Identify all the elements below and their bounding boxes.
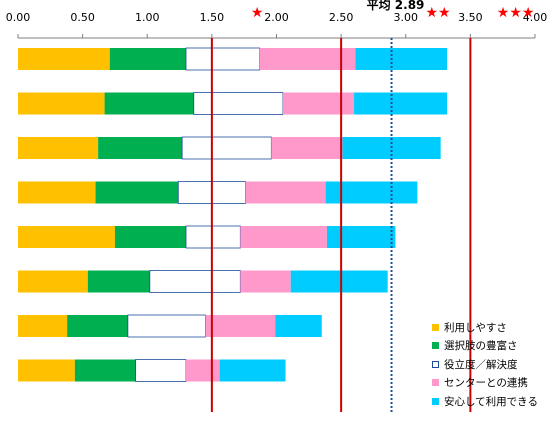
- legend-swatch: [432, 323, 439, 331]
- bar-segment: [326, 226, 396, 248]
- legend-swatch: [432, 342, 439, 350]
- bar-segment: [87, 270, 150, 293]
- x-tick-label: 1.50: [200, 11, 225, 24]
- bar-segment: [67, 315, 128, 337]
- bar-segment: [240, 226, 327, 248]
- legend-item: 選択肢の豊富さ: [432, 337, 550, 356]
- bar-segment: [271, 137, 343, 159]
- bar-segment: [109, 48, 187, 70]
- bar-segment: [18, 92, 105, 115]
- average-label: 平均 2.89: [367, 0, 425, 12]
- legend-swatch: [432, 379, 439, 387]
- bar-segment: [185, 225, 241, 249]
- x-tick-label: 3.50: [458, 11, 483, 24]
- legend-swatch: [432, 360, 439, 368]
- bar-segment: [74, 359, 136, 382]
- legend-swatch: [432, 397, 439, 405]
- bar-segment: [205, 315, 276, 337]
- x-tick-label: 2.00: [264, 11, 289, 24]
- x-tick-label: 2.50: [329, 11, 354, 24]
- bar-segment: [18, 270, 88, 293]
- bar-segment: [18, 315, 68, 337]
- bar-segment: [240, 270, 291, 293]
- star-annotation: ★: [251, 5, 264, 21]
- x-tick-label: 1.00: [135, 11, 160, 24]
- bar-segment: [104, 92, 194, 115]
- bar-segment: [181, 136, 272, 160]
- bar-segment: [186, 359, 220, 382]
- bar-segment: [18, 226, 115, 248]
- bar-segment: [98, 137, 183, 159]
- bar-segment: [325, 181, 418, 204]
- bar-segment: [275, 315, 322, 337]
- bar-segment: [185, 47, 261, 71]
- legend-item: 利用しやすさ: [432, 318, 550, 337]
- legend-label: 選択肢の豊富さ: [444, 340, 518, 353]
- legend-label: センターとの連携: [444, 377, 528, 390]
- bar-segment: [290, 270, 388, 293]
- bar-segment: [18, 48, 110, 70]
- bar-segment: [95, 181, 179, 204]
- legend-label: 利用しやすさ: [444, 321, 507, 334]
- legend-label: 役立度／解決度: [444, 358, 518, 371]
- bar-segment: [114, 226, 187, 248]
- bar-segment: [354, 92, 448, 115]
- bar-segment: [18, 137, 99, 159]
- x-tick-label: 3.00: [394, 11, 419, 24]
- bar-segment: [355, 48, 448, 70]
- legend-label: 安心して利用できる: [444, 395, 538, 408]
- chart-legend: 利用しやすさ 選択肢の豊富さ 役立度／解決度 センターとの連携 安心して利用できる: [432, 318, 550, 411]
- bar-segment: [219, 359, 286, 382]
- x-tick-label: 4.00: [523, 11, 548, 24]
- bar-segment: [149, 270, 241, 293]
- star-annotation: ★★: [426, 5, 451, 21]
- bar-segment: [245, 181, 326, 204]
- star-annotation: ★★★: [497, 5, 535, 21]
- legend-item: 役立度／解決度: [432, 355, 550, 374]
- legend-item: 安心して利用できる: [432, 392, 550, 411]
- x-tick-label: 0.00: [6, 11, 31, 24]
- bar-segment: [18, 181, 96, 204]
- legend-item: センターとの連携: [432, 374, 550, 393]
- bar-segment: [259, 48, 356, 70]
- x-tick-label: 0.50: [70, 11, 95, 24]
- bar-segment: [282, 92, 355, 115]
- bar-segment: [18, 359, 75, 382]
- bar-segment: [135, 359, 187, 382]
- bar-segment: [127, 314, 206, 338]
- bar-segment: [193, 92, 284, 115]
